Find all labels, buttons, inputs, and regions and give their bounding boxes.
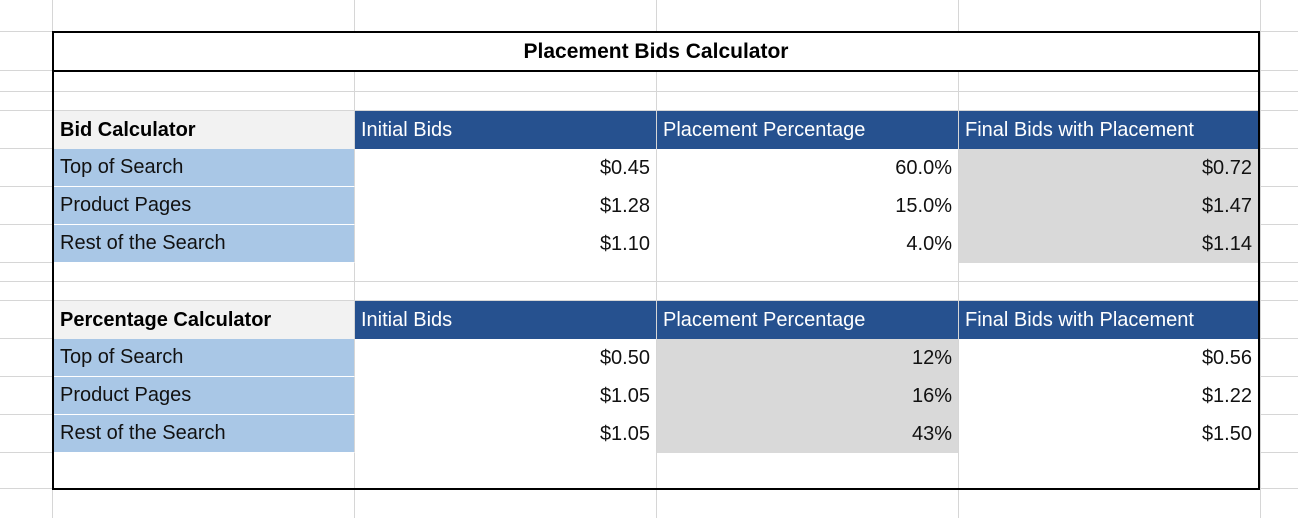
placement-percentage-cell[interactable]: 60.0% [657, 149, 958, 187]
grid-column-line [958, 0, 959, 518]
column-header-placement-percentage[interactable]: Placement Percentage [657, 301, 958, 339]
grid-row-line [0, 91, 1298, 92]
placement-percentage-cell[interactable]: 43% [657, 415, 958, 453]
title-divider [52, 70, 1260, 72]
grid-column-line [1260, 0, 1261, 518]
initial-bid-cell[interactable]: $1.28 [355, 187, 656, 225]
grid-row-line [0, 300, 1298, 301]
grid-row-line [0, 110, 1298, 111]
row-label-rest-of-search[interactable]: Rest of the Search [54, 415, 355, 453]
final-bid-cell[interactable]: $1.50 [959, 415, 1258, 453]
column-header-final-bids[interactable]: Final Bids with Placement [959, 111, 1258, 149]
grid-row-line [0, 281, 1298, 282]
column-header-final-bids[interactable]: Final Bids with Placement [959, 301, 1258, 339]
final-bid-cell[interactable]: $1.22 [959, 377, 1258, 415]
row-label-rest-of-search[interactable]: Rest of the Search [54, 225, 355, 263]
final-bid-cell[interactable]: $0.56 [959, 339, 1258, 377]
placement-percentage-cell[interactable]: 4.0% [657, 225, 958, 263]
initial-bid-cell[interactable]: $1.05 [355, 415, 656, 453]
placement-percentage-cell[interactable]: 16% [657, 377, 958, 415]
grid-column-line [656, 0, 657, 518]
calculator-frame [52, 31, 1260, 490]
initial-bid-cell[interactable]: $0.50 [355, 339, 656, 377]
column-header-initial-bids[interactable]: Initial Bids [355, 111, 656, 149]
column-header-placement-percentage[interactable]: Placement Percentage [657, 111, 958, 149]
section-label-percentage-calculator[interactable]: Percentage Calculator [54, 301, 354, 339]
initial-bid-cell[interactable]: $0.45 [355, 149, 656, 187]
section-label-bid-calculator[interactable]: Bid Calculator [54, 111, 354, 149]
final-bid-cell[interactable]: $0.72 [959, 149, 1258, 187]
row-label-product-pages[interactable]: Product Pages [54, 377, 355, 415]
placement-percentage-cell[interactable]: 15.0% [657, 187, 958, 225]
final-bid-cell[interactable]: $1.14 [959, 225, 1258, 263]
final-bid-cell[interactable]: $1.47 [959, 187, 1258, 225]
page-title[interactable]: Placement Bids Calculator [54, 33, 1258, 70]
column-header-initial-bids[interactable]: Initial Bids [355, 301, 656, 339]
row-label-top-of-search[interactable]: Top of Search [54, 339, 355, 377]
initial-bid-cell[interactable]: $1.05 [355, 377, 656, 415]
placement-percentage-cell[interactable]: 12% [657, 339, 958, 377]
row-label-product-pages[interactable]: Product Pages [54, 187, 355, 225]
initial-bid-cell[interactable]: $1.10 [355, 225, 656, 263]
row-label-top-of-search[interactable]: Top of Search [54, 149, 355, 187]
